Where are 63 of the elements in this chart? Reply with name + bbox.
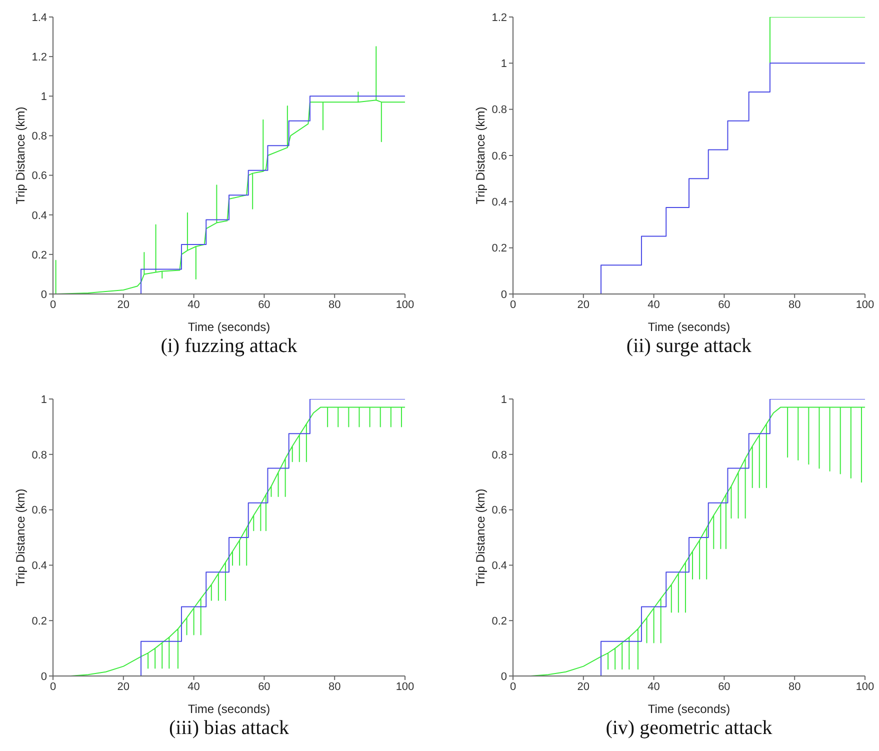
- y-tick-label: 0: [500, 288, 507, 301]
- x-tick-label: 20: [117, 680, 130, 693]
- x-tick-label: 20: [117, 298, 130, 311]
- y-tick-label: 0.2: [492, 616, 507, 628]
- x-tick-label: 20: [577, 680, 590, 693]
- x-tick-label: 60: [718, 680, 730, 693]
- y-tick-label: 0.2: [32, 249, 47, 262]
- x-tick-label: 80: [788, 680, 801, 693]
- y-tick-label: 1.2: [492, 12, 507, 24]
- x-tick-label: 20: [577, 298, 590, 311]
- x-axis-title: Time (seconds): [188, 702, 270, 716]
- text: (i) fuzzing attack: [160, 335, 298, 358]
- y-tick-label: 0.6: [492, 504, 507, 517]
- x-tick-label: 60: [258, 298, 270, 311]
- x-tick-label: 60: [718, 298, 730, 311]
- x-tick-label: 100: [856, 298, 874, 311]
- text: (ii) surge attack: [625, 335, 753, 358]
- y-tick-label: 0.2: [492, 242, 507, 255]
- y-tick-label: 1: [40, 91, 47, 104]
- text: (iv) geometric attack: [604, 717, 774, 740]
- y-tick-label: 0: [500, 670, 507, 683]
- x-tick-label: 0: [50, 680, 56, 693]
- x-axis-title: Time (seconds): [188, 320, 270, 334]
- x-tick-label: 0: [510, 680, 516, 693]
- x-tick-label: 40: [188, 298, 200, 311]
- y-tick-label: 1.2: [32, 51, 47, 64]
- x-tick-label: 40: [188, 680, 200, 693]
- y-tick-label: 1: [40, 394, 47, 406]
- y-tick-label: 0.8: [32, 449, 47, 462]
- x-tick-label: 80: [328, 680, 341, 693]
- y-tick-label: 1: [500, 394, 507, 406]
- text: (iii) bias attack: [168, 717, 290, 740]
- x-tick-label: 100: [396, 680, 414, 693]
- x-tick-label: 0: [50, 298, 56, 311]
- x-tick-label: 80: [328, 298, 341, 311]
- x-tick-label: 0: [510, 298, 516, 311]
- y-tick-label: 0.2: [32, 616, 47, 628]
- y-axis-title: Trip Distance (km): [473, 488, 488, 586]
- x-tick-label: 80: [788, 298, 801, 311]
- y-tick-label: 0.6: [32, 504, 47, 517]
- y-tick-label: 0: [40, 670, 47, 683]
- y-tick-label: 1: [500, 58, 507, 70]
- y-axis-title: Trip Distance (km): [13, 106, 28, 204]
- x-tick-label: 100: [856, 680, 874, 693]
- y-tick-label: 0.6: [32, 170, 47, 182]
- y-tick-label: 1.4: [32, 12, 47, 24]
- y-axis-title: Trip Distance (km): [473, 106, 488, 204]
- y-tick-label: 0.8: [32, 130, 47, 143]
- y-tick-label: 0.8: [492, 104, 507, 116]
- x-tick-label: 40: [648, 298, 660, 311]
- x-tick-label: 100: [396, 298, 414, 311]
- x-tick-label: 60: [258, 680, 270, 693]
- y-tick-label: 0: [40, 288, 47, 301]
- y-tick-label: 0.8: [492, 449, 507, 462]
- y-tick-label: 0.4: [32, 210, 47, 222]
- y-tick-label: 0.4: [32, 560, 47, 572]
- y-axis-title: Trip Distance (km): [13, 488, 28, 586]
- x-tick-label: 40: [648, 680, 660, 693]
- x-axis-title: Time (seconds): [648, 320, 730, 334]
- y-tick-label: 0.4: [492, 560, 507, 572]
- y-tick-label: 0.4: [492, 196, 507, 209]
- x-axis-title: Time (seconds): [648, 702, 730, 716]
- y-tick-label: 0.6: [492, 150, 507, 162]
